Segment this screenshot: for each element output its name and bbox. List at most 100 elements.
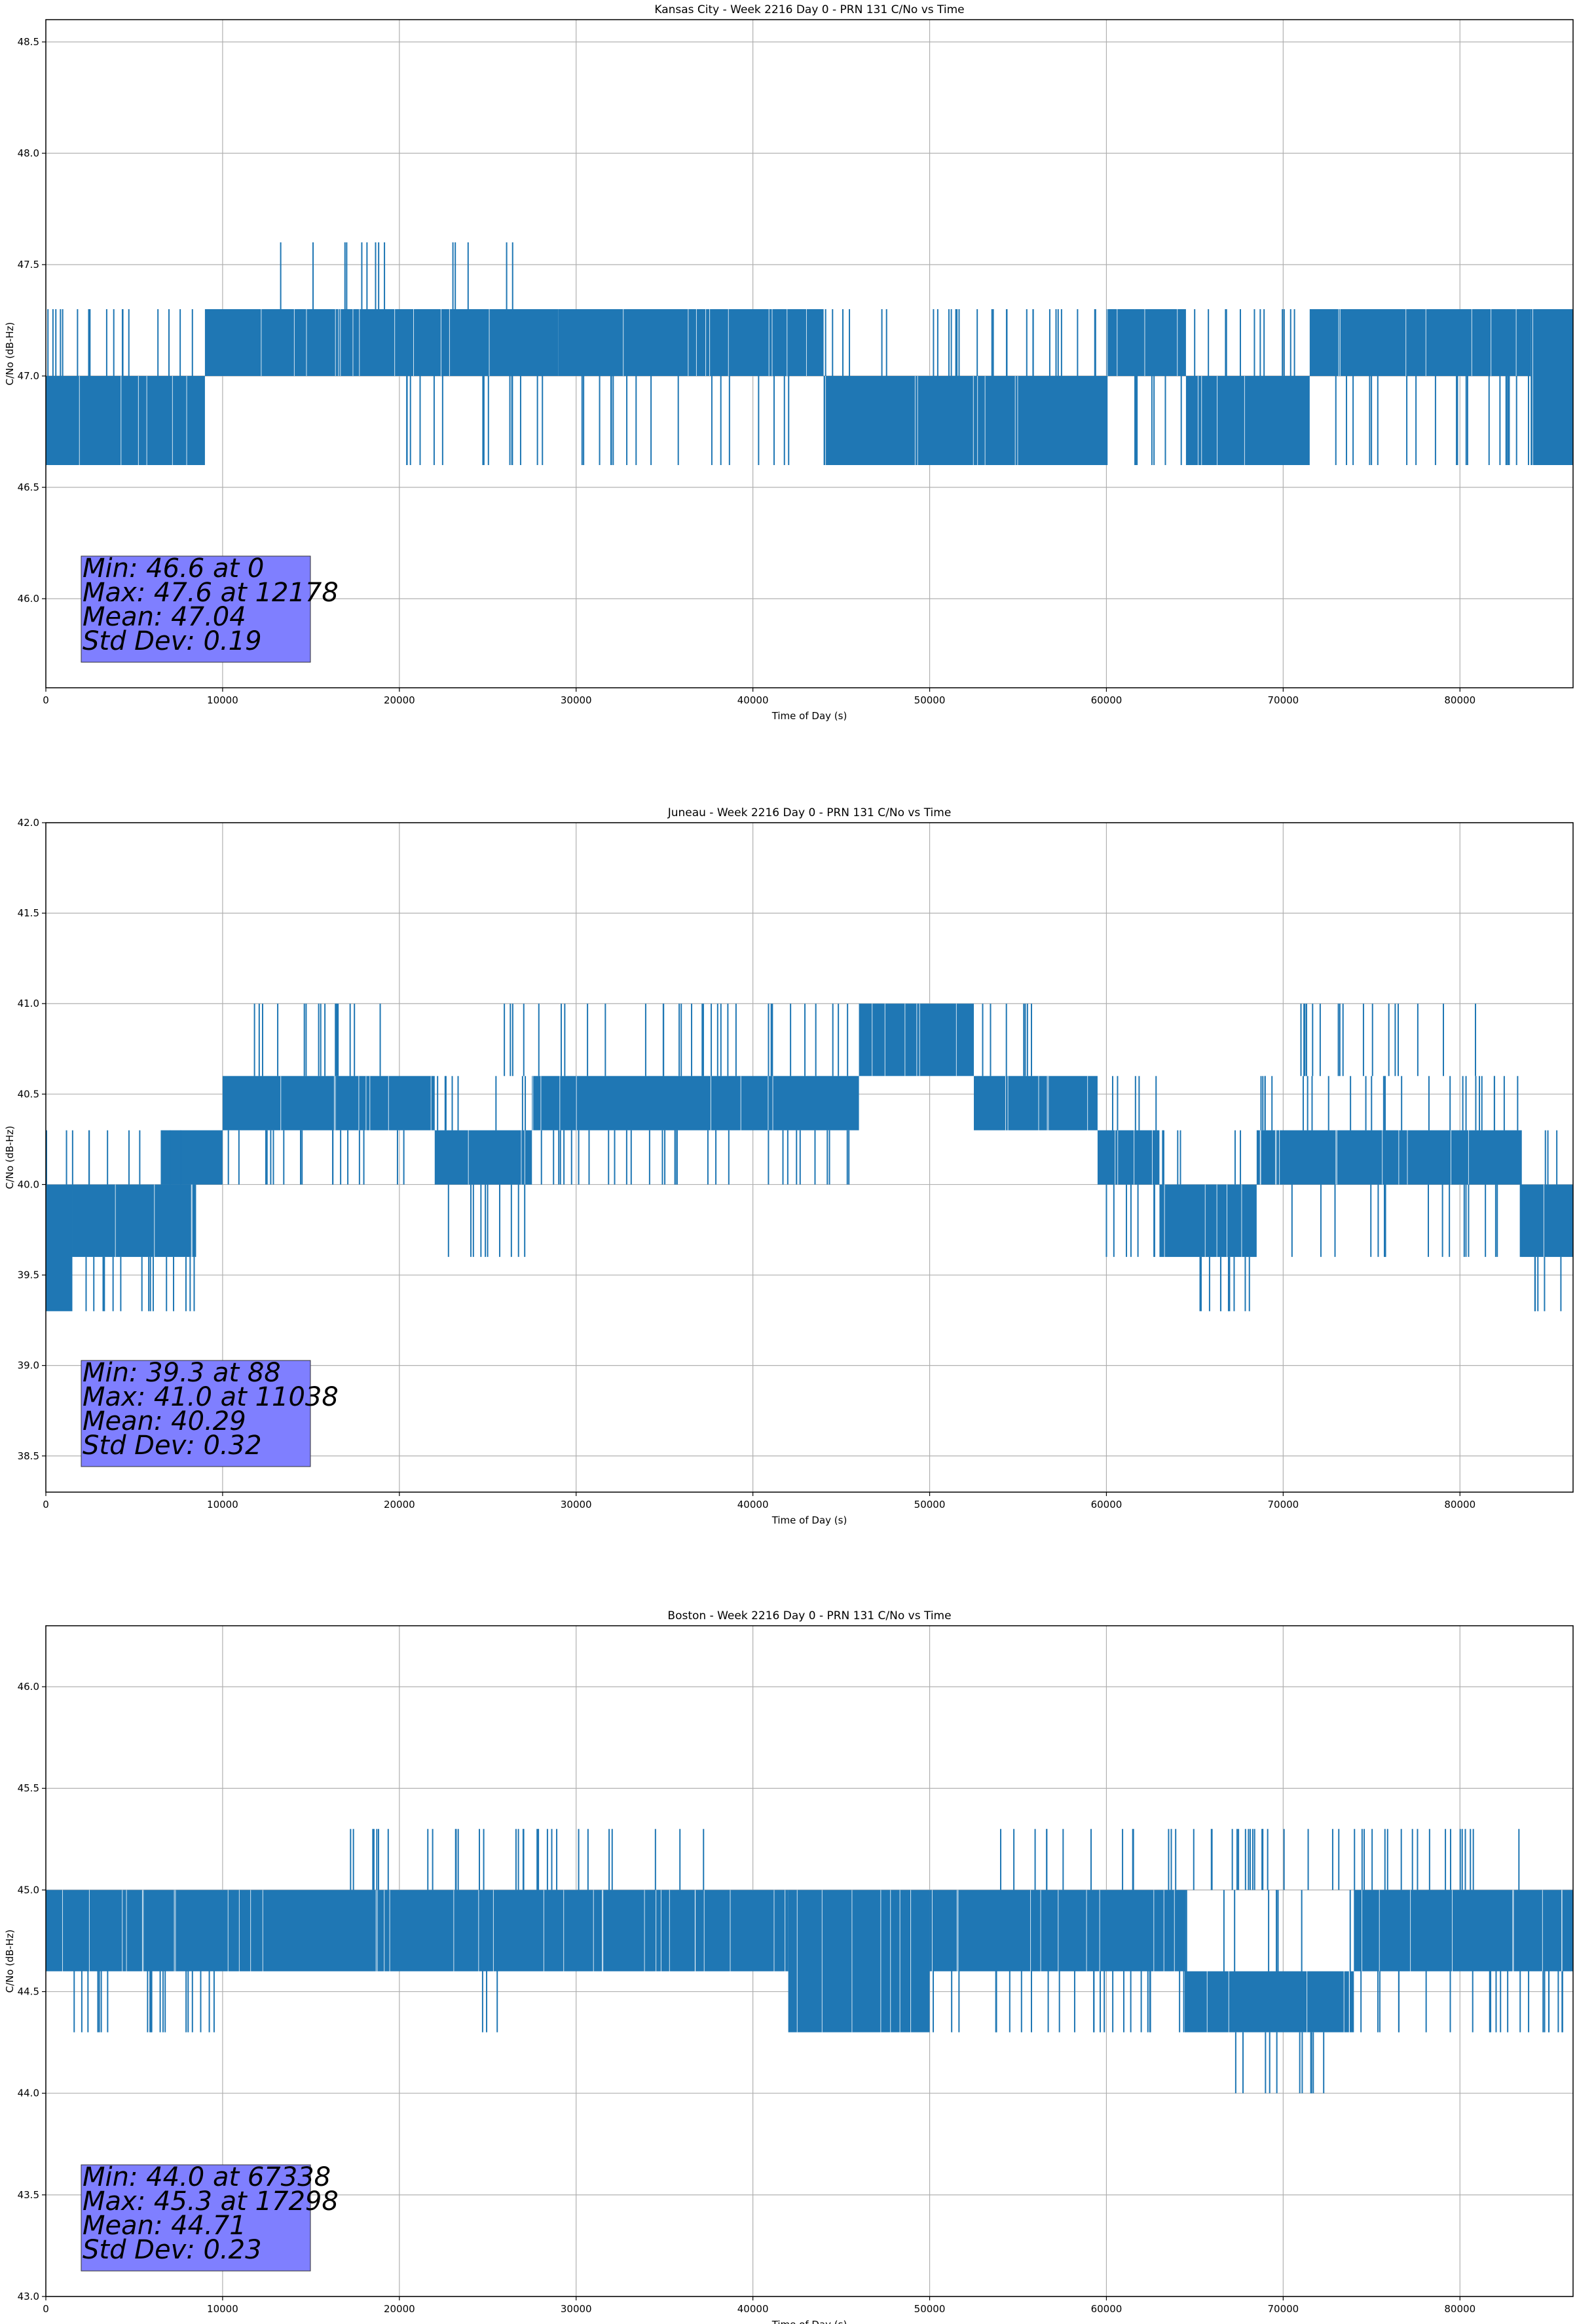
- band-gap: [977, 376, 978, 465]
- band-gap: [1241, 1184, 1242, 1257]
- data-series: [46, 242, 1573, 465]
- x-tick-label: 60000: [1091, 1499, 1122, 1510]
- y-tick-label: 42.0: [18, 817, 39, 829]
- band-gap: [62, 1890, 63, 1972]
- band-gap: [1164, 1184, 1165, 1257]
- x-axis-label: Time of Day (s): [771, 2319, 847, 2324]
- band-gap: [1343, 1971, 1345, 2033]
- band-gap: [388, 1076, 389, 1131]
- band-gap: [1512, 1890, 1513, 1972]
- band-gap: [1201, 376, 1202, 465]
- band-gap: [1153, 1890, 1155, 1972]
- band-gap: [115, 1184, 116, 1257]
- series-band: [46, 1890, 788, 1972]
- band-gap: [984, 376, 986, 465]
- x-tick-label: 20000: [384, 2303, 415, 2315]
- band-gap: [238, 1890, 240, 1972]
- band-gap: [694, 1890, 696, 1972]
- chart-panel-2: Boston - Week 2216 Day 0 - PRN 131 C/No …: [4, 1609, 1574, 2324]
- band-gap: [352, 309, 354, 376]
- series-band: [1309, 309, 1531, 376]
- y-tick-label: 39.5: [18, 1269, 39, 1281]
- band-gap: [449, 309, 450, 376]
- band-gap: [1410, 1890, 1411, 1972]
- y-tick-label: 45.5: [18, 1782, 39, 1794]
- band-gap: [1204, 1184, 1206, 1257]
- band-gap: [730, 1890, 731, 1972]
- band-gap: [1047, 1076, 1048, 1131]
- band-gap: [696, 309, 697, 376]
- band-gap: [394, 309, 396, 376]
- band-gap: [191, 1184, 193, 1257]
- band-gap: [709, 309, 711, 376]
- band-gap: [478, 1890, 479, 1972]
- series-band: [46, 376, 205, 465]
- y-axis-label: C/No (dB-Hz): [4, 322, 16, 386]
- band-gap: [191, 1184, 192, 1257]
- series-band: [434, 1130, 532, 1185]
- band-gap: [375, 1890, 377, 1972]
- x-tick-label: 70000: [1267, 1499, 1299, 1510]
- x-tick-label: 60000: [1091, 694, 1122, 706]
- band-gap: [174, 1890, 175, 1972]
- band-gap: [280, 1076, 282, 1131]
- band-gap: [796, 1890, 798, 2033]
- x-tick-label: 80000: [1444, 1499, 1475, 1510]
- band-gap: [333, 1076, 335, 1131]
- band-gap: [1086, 1890, 1087, 1972]
- band-gap: [338, 309, 339, 376]
- y-tick-label: 38.5: [18, 1450, 39, 1462]
- band-gap: [1468, 1130, 1469, 1185]
- x-tick-label: 20000: [384, 1499, 415, 1510]
- band-gap: [377, 1890, 378, 1972]
- series-band: [929, 1890, 1186, 1972]
- y-tick-label: 43.0: [18, 2291, 39, 2302]
- band-gap: [890, 1890, 891, 2033]
- band-gap: [806, 309, 807, 376]
- plot-frame: [45, 1625, 1574, 2297]
- band-gap: [644, 1890, 645, 1972]
- series-band: [1354, 1890, 1573, 1972]
- x-tick-label: 50000: [914, 2303, 946, 2315]
- band-gap: [1348, 1971, 1350, 2033]
- band-gap: [768, 309, 770, 376]
- band-gap: [1030, 1890, 1031, 1972]
- band-gap: [955, 1003, 957, 1076]
- band-gap: [492, 1890, 494, 1972]
- band-gap: [1152, 1130, 1153, 1185]
- band-gap: [1038, 1076, 1039, 1131]
- band-gap: [335, 1076, 336, 1131]
- band-gap: [1279, 1130, 1280, 1185]
- band-gap: [593, 1890, 594, 1972]
- y-tick-label: 45.0: [18, 1884, 39, 1896]
- band-gap: [489, 309, 490, 376]
- band-gap: [957, 1890, 959, 1972]
- band-gap: [1144, 309, 1145, 376]
- x-tick-label: 70000: [1267, 2303, 1299, 2315]
- stats-max: Max: 45.3 at 17298: [83, 2186, 339, 2217]
- band-gap: [1014, 376, 1016, 465]
- band-gap: [1379, 1890, 1380, 1972]
- data-series: [46, 1003, 1573, 1311]
- y-axis-label: C/No (dB-Hz): [4, 1126, 16, 1190]
- series-band: [974, 1076, 1098, 1131]
- x-tick-label: 60000: [1091, 2303, 1122, 2315]
- band-gap: [910, 1890, 912, 2033]
- band-gap: [1339, 309, 1341, 376]
- chart-title: Juneau - Week 2216 Day 0 - PRN 131 C/No …: [667, 806, 952, 819]
- x-tick-label: 40000: [737, 1499, 769, 1510]
- band-gap: [1275, 1130, 1276, 1185]
- stats-max: Max: 47.6 at 12178: [83, 578, 339, 608]
- band-gap: [79, 376, 80, 465]
- series-band: [222, 1076, 435, 1131]
- series-band: [72, 1184, 196, 1257]
- band-gap: [773, 1890, 775, 1972]
- band-gap: [413, 309, 415, 376]
- band-gap: [1005, 1076, 1006, 1131]
- band-gap: [919, 1003, 920, 1076]
- series-band: [1256, 1130, 1522, 1185]
- stats-box: [81, 2164, 311, 2272]
- stats-std: Std Dev: 0.19: [83, 626, 262, 656]
- y-tick-label: 41.0: [18, 998, 39, 1009]
